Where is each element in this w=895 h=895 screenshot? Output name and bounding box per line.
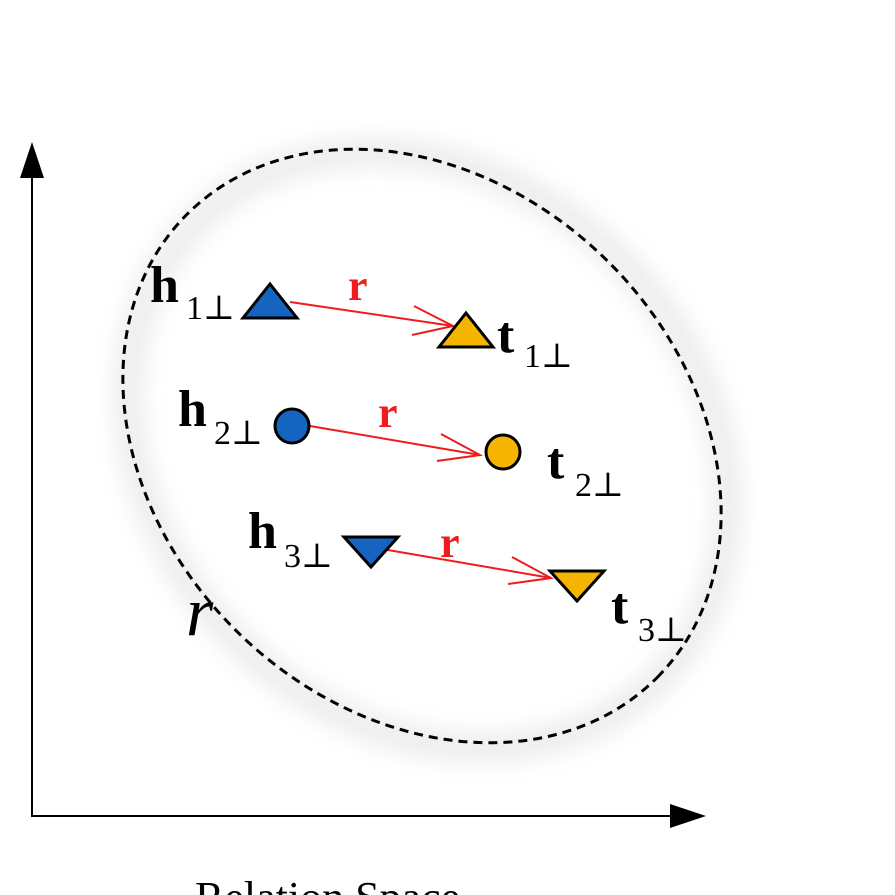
head-label-3: h 3⊥ <box>248 503 333 575</box>
axes <box>20 142 706 828</box>
relation-arrow-1 <box>289 301 456 336</box>
svg-text:t: t <box>497 307 515 364</box>
svg-text:t: t <box>611 578 629 635</box>
relation-label-2: r <box>378 388 398 437</box>
entity-shapes <box>239 281 608 604</box>
svg-text:1⊥: 1⊥ <box>186 290 235 327</box>
relation-arrow-3 <box>381 548 555 585</box>
head-label-1: h 1⊥ <box>150 257 235 327</box>
svg-text:h: h <box>150 257 179 314</box>
relation-label-3: r <box>440 518 460 567</box>
tail-label-3: t 3⊥ <box>611 578 687 649</box>
svg-text:h: h <box>178 381 207 438</box>
head-1-triangle-up-icon <box>239 281 301 320</box>
relation-arrows <box>289 301 555 585</box>
svg-text:2⊥: 2⊥ <box>214 415 263 452</box>
space-label: r <box>186 574 214 651</box>
tail-3-triangle-down-icon <box>546 569 608 604</box>
head-2-circle-icon <box>273 407 311 445</box>
svg-text:t: t <box>547 433 565 490</box>
relation-space-boundary <box>121 147 723 745</box>
svg-text:1⊥: 1⊥ <box>524 338 573 375</box>
ellipse-halo <box>115 139 741 761</box>
head-3-triangle-down-icon <box>340 535 402 570</box>
y-axis-arrowhead <box>20 142 44 178</box>
svg-text:2⊥: 2⊥ <box>575 467 624 504</box>
relation-label-1: r <box>348 261 368 310</box>
tail-label-1: t 1⊥ <box>497 307 573 375</box>
head-label-2: h 2⊥ <box>178 381 263 452</box>
tail-2-circle-icon <box>484 433 522 471</box>
svg-text:3⊥: 3⊥ <box>284 538 333 575</box>
tail-1-triangle-up-icon <box>435 310 497 349</box>
caption: Relation Space <box>195 873 460 895</box>
relation-arrow-2 <box>309 425 484 462</box>
x-axis-arrowhead <box>670 804 706 828</box>
tail-label-2: t 2⊥ <box>547 433 624 504</box>
svg-text:3⊥: 3⊥ <box>638 612 687 649</box>
svg-text:h: h <box>248 503 277 560</box>
